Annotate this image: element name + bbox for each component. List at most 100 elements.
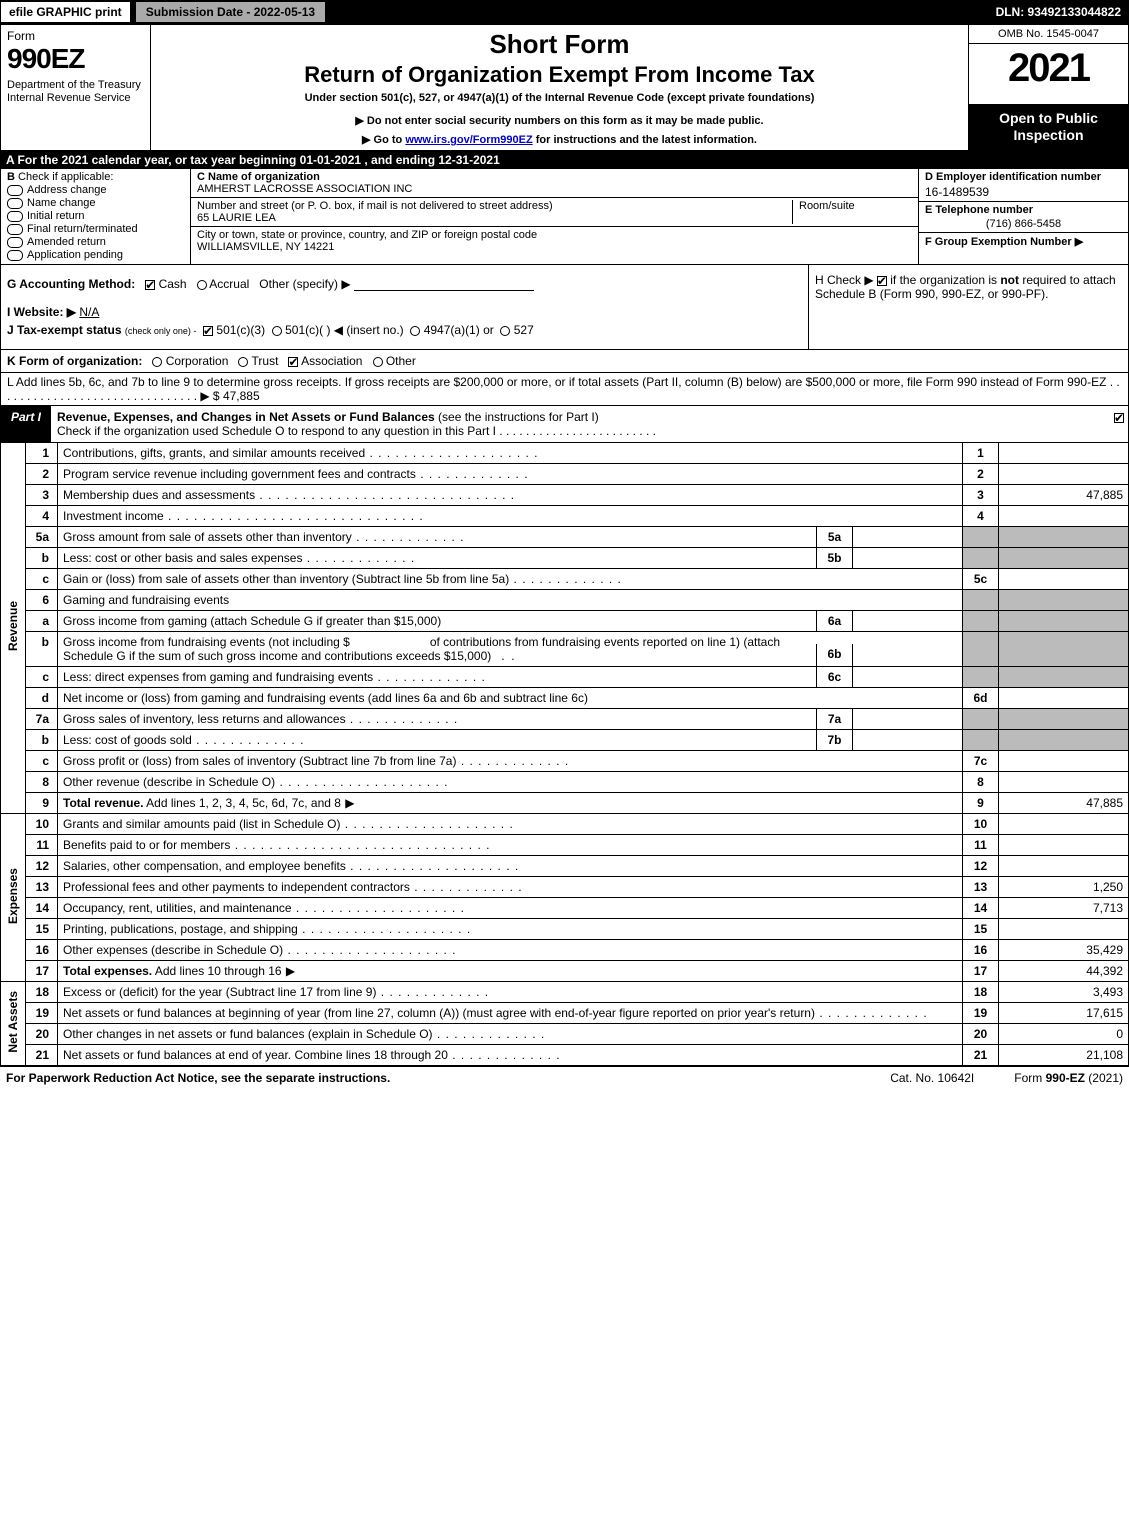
- g-other-input[interactable]: [354, 279, 534, 291]
- l4-num: 4: [26, 506, 58, 527]
- section-b-c-d-e-f: B Check if applicable: Address change Na…: [0, 169, 1129, 265]
- l1-rn: 1: [963, 443, 999, 464]
- goto-post: for instructions and the latest informat…: [533, 134, 757, 146]
- l5a-sn: 5a: [817, 527, 853, 548]
- cb-name-change[interactable]: Name change: [7, 197, 184, 209]
- l18-num: 18: [26, 982, 58, 1003]
- l6a-sv: [853, 611, 963, 632]
- l5c-rn: 5c: [963, 569, 999, 590]
- cb-schedule-o-used[interactable]: [1114, 413, 1124, 423]
- l5b-num: b: [26, 548, 58, 569]
- l21-rn: 21: [963, 1045, 999, 1066]
- l6b-sn: 6b: [816, 644, 852, 666]
- l10-val: [999, 814, 1129, 835]
- form-footer-pre: Form: [1014, 1071, 1045, 1085]
- cb-527[interactable]: [500, 326, 510, 336]
- l4-val: [999, 506, 1129, 527]
- l6a-rn-shade: [963, 611, 999, 632]
- l7c-rn: 7c: [963, 751, 999, 772]
- line-6a: a Gross income from gaming (attach Sched…: [1, 611, 1129, 632]
- cb-h-not-required[interactable]: [877, 276, 887, 286]
- l11-desc: Benefits paid to or for members: [58, 835, 963, 856]
- street-value: 65 LAURIE LEA: [197, 212, 276, 224]
- l21-val: 21,108: [999, 1045, 1129, 1066]
- k-other: Other: [386, 354, 416, 368]
- g-accrual: Accrual: [209, 277, 249, 291]
- d-ein-label: D Employer identification number: [925, 171, 1122, 183]
- l5c-num: c: [26, 569, 58, 590]
- cb-cash[interactable]: [145, 280, 155, 290]
- l3-num: 3: [26, 485, 58, 506]
- line-9: 9 Total revenue. Add lines 1, 2, 3, 4, 5…: [1, 793, 1129, 814]
- line-21: 21 Net assets or fund balances at end of…: [1, 1045, 1129, 1066]
- l7a-sn: 7a: [817, 709, 853, 730]
- cb-application-pending[interactable]: Application pending: [7, 249, 184, 261]
- l7b-num: b: [26, 730, 58, 751]
- row-l: L Add lines 5b, 6c, and 7b to line 9 to …: [0, 373, 1129, 406]
- l6c-sn: 6c: [817, 667, 853, 688]
- l17-val: 44,392: [999, 961, 1129, 982]
- l18-val: 3,493: [999, 982, 1129, 1003]
- city-label: City or town, state or province, country…: [197, 229, 537, 241]
- l9-desc: Total revenue. Add lines 1, 2, 3, 4, 5c,…: [58, 793, 963, 814]
- cb-accrual[interactable]: [197, 280, 207, 290]
- line-7a: 7a Gross sales of inventory, less return…: [1, 709, 1129, 730]
- l5c-desc: Gain or (loss) from sale of assets other…: [58, 569, 963, 590]
- l6d-desc: Net income or (loss) from gaming and fun…: [58, 688, 963, 709]
- cb-501c[interactable]: [272, 326, 282, 336]
- b-check-if: Check if applicable:: [18, 171, 113, 183]
- cb-assoc[interactable]: [288, 357, 298, 367]
- cb-final-return[interactable]: Final return/terminated: [7, 223, 184, 235]
- l5b-rn-shade: [963, 548, 999, 569]
- cb-4947[interactable]: [410, 326, 420, 336]
- l9-val: 47,885: [999, 793, 1129, 814]
- e-phone-value: (716) 866-5458: [925, 218, 1122, 230]
- line-13: 13 Professional fees and other payments …: [1, 877, 1129, 898]
- line-5a: 5a Gross amount from sale of assets othe…: [1, 527, 1129, 548]
- line-5b: b Less: cost or other basis and sales ex…: [1, 548, 1129, 569]
- l9-desc-t: Add lines 1, 2, 3, 4, 5c, 6d, 7c, and 8: [143, 796, 355, 810]
- l8-val: [999, 772, 1129, 793]
- cb-other[interactable]: [373, 357, 383, 367]
- l1-val: [999, 443, 1129, 464]
- l17-desc-t: Add lines 10 through 16: [152, 964, 296, 978]
- cb-initial-return[interactable]: Initial return: [7, 210, 184, 222]
- l17-num: 17: [26, 961, 58, 982]
- submission-date-badge: Submission Date - 2022-05-13: [135, 1, 326, 23]
- cb-corp[interactable]: [152, 357, 162, 367]
- org-name: AMHERST LACROSSE ASSOCIATION INC: [197, 183, 412, 195]
- l21-desc: Net assets or fund balances at end of ye…: [58, 1045, 963, 1066]
- d-ein-value: 16-1489539: [925, 185, 1122, 199]
- l16-rn: 16: [963, 940, 999, 961]
- l5a-desc: Gross amount from sale of assets other t…: [58, 527, 817, 548]
- l14-val: 7,713: [999, 898, 1129, 919]
- l16-desc: Other expenses (describe in Schedule O): [58, 940, 963, 961]
- efile-print-button[interactable]: efile GRAPHIC print: [0, 1, 131, 23]
- line-7b: b Less: cost of goods sold 7b: [1, 730, 1129, 751]
- irs-link[interactable]: www.irs.gov/Form990EZ: [405, 134, 532, 146]
- cb-trust[interactable]: [238, 357, 248, 367]
- l6c-num: c: [26, 667, 58, 688]
- l4-rn: 4: [963, 506, 999, 527]
- expenses-side-label: Expenses: [1, 814, 26, 982]
- l-value: 47,885: [223, 389, 260, 403]
- form-footer: Form 990-EZ (2021): [1014, 1071, 1123, 1085]
- cb-address-change[interactable]: Address change: [7, 184, 184, 196]
- l9-rn: 9: [963, 793, 999, 814]
- l7c-val: [999, 751, 1129, 772]
- h-text1: H Check ▶: [815, 273, 874, 287]
- cb-501c3[interactable]: [203, 326, 213, 336]
- ghi-left: G Accounting Method: Cash Accrual Other …: [1, 265, 808, 349]
- l19-num: 19: [26, 1003, 58, 1024]
- l6d-val: [999, 688, 1129, 709]
- l3-rn: 3: [963, 485, 999, 506]
- cb-amended-return[interactable]: Amended return: [7, 236, 184, 248]
- l5c-val: [999, 569, 1129, 590]
- l7b-rn-shade: [963, 730, 999, 751]
- j-501c3: 501(c)(3): [216, 323, 265, 337]
- netassets-side-label: Net Assets: [1, 982, 26, 1066]
- line-17: 17 Total expenses. Add lines 10 through …: [1, 961, 1129, 982]
- section-g-h-i-j: G Accounting Method: Cash Accrual Other …: [0, 265, 1129, 350]
- l7c-num: c: [26, 751, 58, 772]
- col-c: C Name of organization AMHERST LACROSSE …: [191, 169, 918, 264]
